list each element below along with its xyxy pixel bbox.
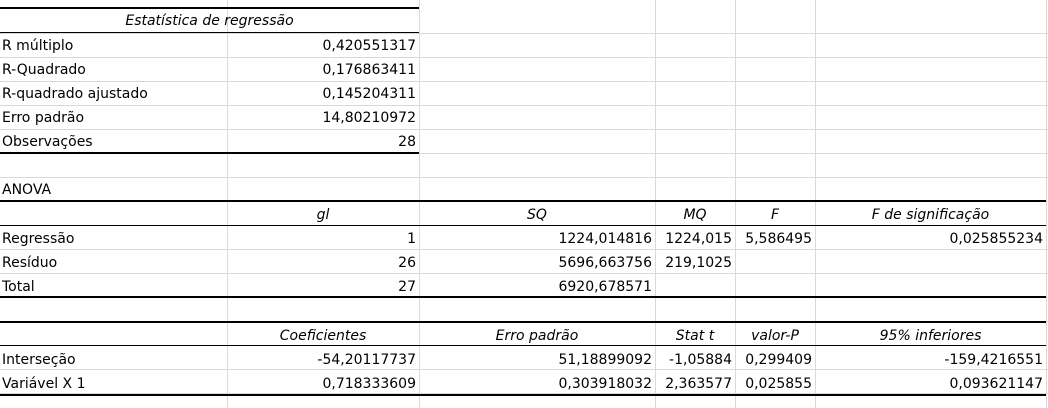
coef-value-intercept[interactable]: -54,20117737	[317, 352, 416, 368]
stats-top-border	[0, 7, 419, 9]
coef-p-x1[interactable]: 0,025855	[745, 376, 812, 392]
stats-bottom-border	[0, 152, 419, 154]
anova-gl-residual[interactable]: 26	[398, 255, 416, 271]
stats-label-multiple-r[interactable]: R múltiplo	[2, 38, 74, 54]
coef-label-intercept[interactable]: Interseção	[2, 352, 76, 368]
coef-top-border	[0, 321, 1046, 323]
coef-header-border	[0, 345, 1046, 346]
anova-header-f[interactable]: F	[770, 207, 780, 223]
coef-header-p-value[interactable]: valor-P	[751, 328, 799, 344]
stats-value-multiple-r[interactable]: 0,420551317	[322, 38, 416, 54]
anova-bottom-border	[0, 296, 1046, 298]
coef-label-x1[interactable]: Variável X 1	[2, 376, 86, 392]
anova-header-f-significance[interactable]: F de significação	[871, 207, 990, 223]
anova-fsig-regression[interactable]: 0,025855234	[949, 231, 1043, 247]
stats-label-observations[interactable]: Observações	[2, 134, 93, 150]
anova-label-residual[interactable]: Resíduo	[2, 255, 58, 271]
anova-gl-regression[interactable]: 1	[407, 231, 416, 247]
coef-header-coefficients[interactable]: Coeficientes	[279, 328, 367, 344]
stats-value-adjusted-r-squared[interactable]: 0,145204311	[322, 86, 416, 102]
anova-mq-regression[interactable]: 1224,015	[665, 231, 732, 247]
coef-lower-intercept[interactable]: -159,4216551	[944, 352, 1043, 368]
anova-sq-regression[interactable]: 1224,014816	[558, 231, 652, 247]
stats-value-observations[interactable]: 28	[398, 134, 416, 150]
anova-top-border	[0, 200, 1046, 202]
anova-header-border	[0, 225, 1046, 226]
coef-t-intercept[interactable]: -1,05884	[669, 352, 732, 368]
anova-f-regression[interactable]: 5,586495	[745, 231, 812, 247]
anova-header-mq[interactable]: MQ	[683, 207, 707, 223]
coef-header-stat-t[interactable]: Stat t	[675, 328, 715, 344]
anova-header-gl[interactable]: gl	[316, 207, 330, 223]
anova-title[interactable]: ANOVA	[2, 182, 52, 198]
coef-header-standard-error[interactable]: Erro padrão	[495, 328, 579, 344]
stats-label-r-squared[interactable]: R-Quadrado	[2, 62, 86, 78]
stats-header[interactable]: Estatística de regressão	[125, 13, 294, 29]
anova-header-sq[interactable]: SQ	[527, 207, 547, 223]
stats-label-standard-error[interactable]: Erro padrão	[2, 110, 85, 126]
coef-header-lower-95[interactable]: 95% inferiores	[879, 328, 982, 344]
coef-lower-x1[interactable]: 0,093621147	[949, 376, 1043, 392]
anova-sq-residual[interactable]: 5696,663756	[558, 255, 652, 271]
coef-value-x1[interactable]: 0,718333609	[322, 376, 416, 392]
coef-bottom-border	[0, 394, 1046, 396]
anova-gl-total[interactable]: 27	[398, 279, 416, 295]
stats-value-standard-error[interactable]: 14,80210972	[322, 110, 416, 126]
coef-se-x1[interactable]: 0,303918032	[558, 376, 652, 392]
anova-sq-total[interactable]: 6920,678571	[558, 279, 652, 295]
stats-label-adjusted-r-squared[interactable]: R-quadrado ajustado	[2, 86, 148, 102]
anova-label-total[interactable]: Total	[2, 279, 35, 295]
stats-value-r-squared[interactable]: 0,176863411	[322, 62, 416, 78]
anova-mq-residual[interactable]: 219,1025	[665, 255, 732, 271]
stats-header-border	[0, 32, 419, 33]
coef-se-intercept[interactable]: 51,18899092	[558, 352, 652, 368]
coef-p-intercept[interactable]: 0,299409	[745, 352, 812, 368]
anova-label-regression[interactable]: Regressão	[2, 231, 75, 247]
coef-t-x1[interactable]: 2,363577	[665, 376, 732, 392]
